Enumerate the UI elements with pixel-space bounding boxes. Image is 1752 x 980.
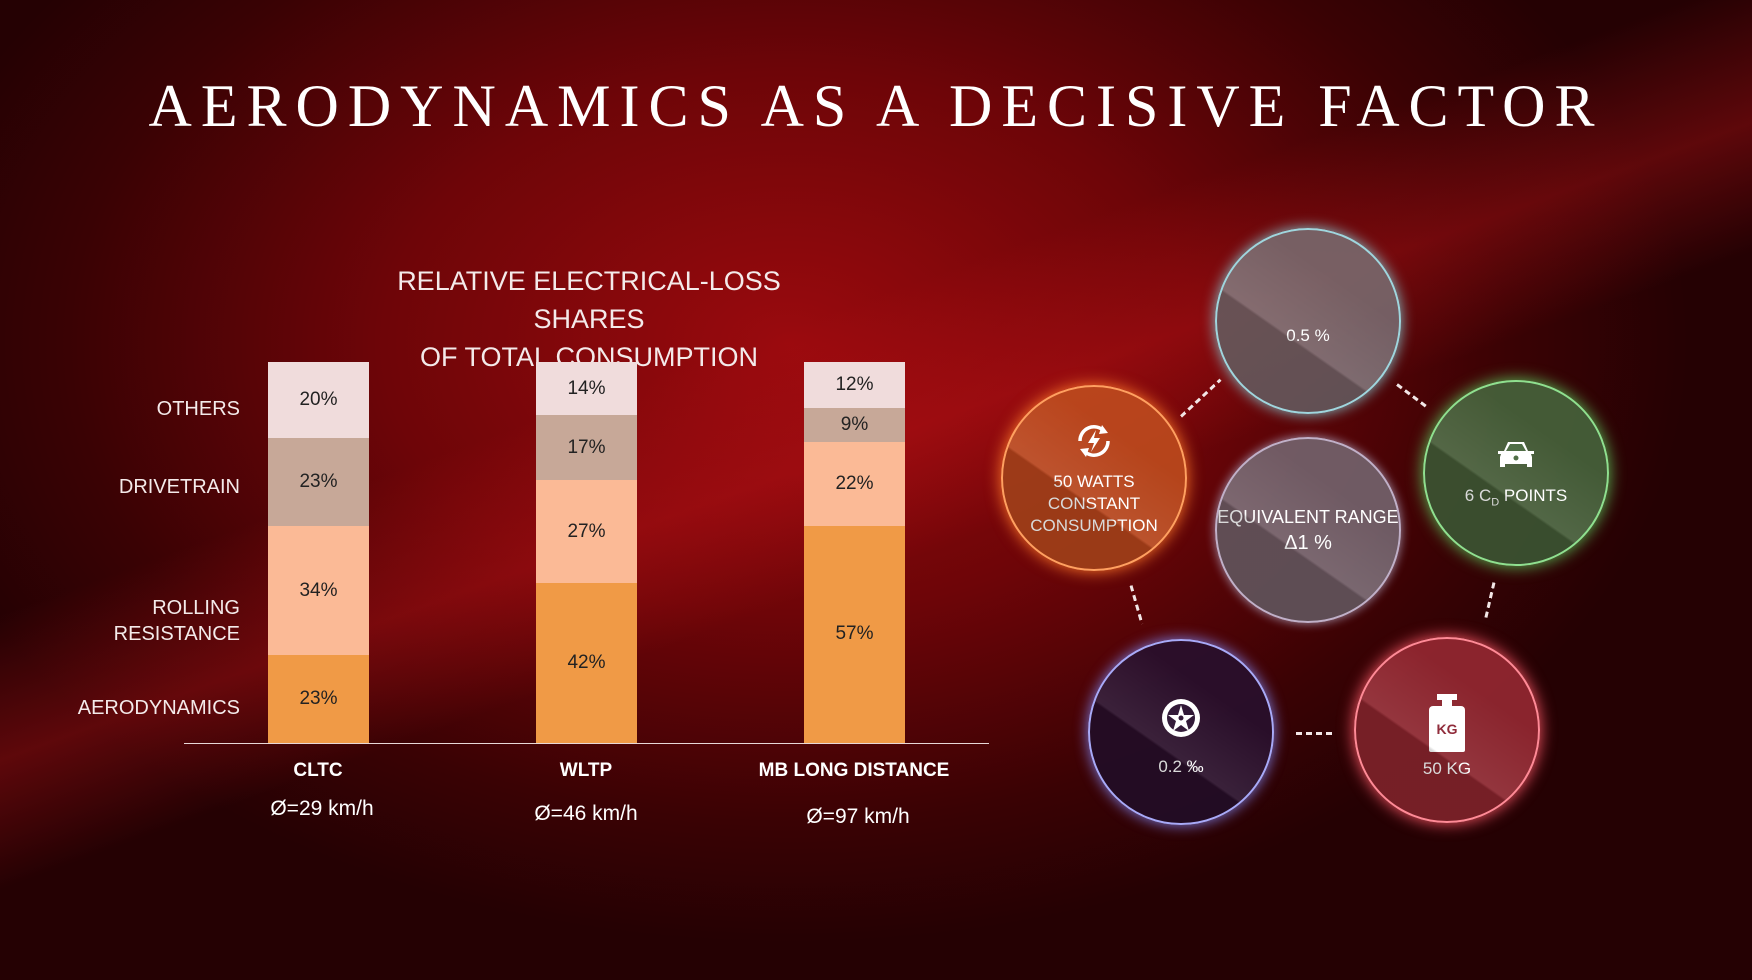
bar-segment-aerodynamics: 42% xyxy=(536,582,637,743)
circle-right-text: 6 CD POINTS xyxy=(1465,485,1567,513)
bar-value-label: 42% xyxy=(567,651,606,673)
bar-value-label: 17% xyxy=(567,436,606,458)
cd-suffix: POINTS xyxy=(1499,485,1568,505)
x-axis-line xyxy=(184,743,989,744)
circle-left-line-2: CONSTANT xyxy=(1047,494,1141,513)
car-icon xyxy=(1498,441,1534,467)
bar-segment-rolling-resistance: 27% xyxy=(536,480,637,583)
bar-value-label: 34% xyxy=(299,579,338,601)
bar-value-label: 12% xyxy=(835,373,874,395)
bar-segment-drivetrain: 9% xyxy=(804,407,905,442)
row-label-others: OTHERS xyxy=(156,398,240,420)
circle-top: 0.5 % xyxy=(1215,228,1401,414)
wheel-icon xyxy=(1162,699,1200,737)
bar-segment-drivetrain: 17% xyxy=(536,415,637,481)
circle-bottom-left: 0.2 ‰ xyxy=(1088,639,1274,825)
circle-left-line-1: 50 WATTS xyxy=(1053,472,1135,491)
cd-subscript: D xyxy=(1491,496,1500,509)
bar-segment-drivetrain: 23% xyxy=(268,438,369,526)
category-label-cltc: CLTC xyxy=(293,760,343,781)
circle-bottom-left-text: 0.2 ‰ xyxy=(1158,757,1204,776)
bar-segment-aerodynamics: 57% xyxy=(804,525,905,743)
weight-icon: KG xyxy=(1429,694,1465,752)
bar-value-label: 14% xyxy=(567,377,606,399)
circle-center-line-2: Δ1 % xyxy=(1284,532,1332,554)
circle-left-line-3: CONSUMPTION xyxy=(1030,516,1158,535)
bar-segment-others: 20% xyxy=(268,362,369,439)
bar-segment-rolling-resistance: 22% xyxy=(804,442,905,526)
category-label-mb-long-distance: MB LONG DISTANCE xyxy=(758,760,950,781)
circle-bottom-right: KG 50 KG xyxy=(1354,637,1540,823)
bar-value-label: 22% xyxy=(835,472,874,494)
speed-label-wltp: Ø=46 km/h xyxy=(534,802,638,825)
bar-value-label: 57% xyxy=(835,623,874,645)
bar-value-label: 27% xyxy=(567,520,606,542)
row-label-rolling-line-1: ROLLING xyxy=(152,597,240,619)
row-label-drivetrain: DRIVETRAIN xyxy=(118,476,240,498)
bar-value-label: 9% xyxy=(840,413,869,435)
category-label-wltp: WLTP xyxy=(559,760,613,781)
weight-icon-label: KG xyxy=(1429,706,1465,752)
cd-prefix: 6 C xyxy=(1464,485,1492,505)
circle-left: 50 WATTS CONSTANT CONSUMPTION xyxy=(1001,385,1187,571)
chart-title: RELATIVE ELECTRICAL-LOSS SHARES OF TOTAL… xyxy=(389,262,789,376)
row-label-rolling-line-2: RESISTANCE xyxy=(113,623,240,645)
circle-center-line-1: EQUIVALENT RANGE xyxy=(1217,507,1399,527)
energy-recycle-icon xyxy=(1078,425,1110,457)
row-label-rolling-resistance: ROLLING RESISTANCE xyxy=(114,595,240,647)
bar-segment-others: 14% xyxy=(536,362,637,416)
bar-segment-aerodynamics: 23% xyxy=(268,655,369,743)
circle-right: 6 CD POINTS xyxy=(1423,380,1609,566)
chart-title-line-1: RELATIVE ELECTRICAL-LOSS SHARES xyxy=(397,266,781,334)
connector-dash xyxy=(1296,732,1332,735)
circle-center: EQUIVALENT RANGE Δ1 % xyxy=(1215,437,1401,623)
speed-label-cltc: Ø=29 km/h xyxy=(270,797,374,820)
bar-value-label: 20% xyxy=(299,389,338,411)
page-title: AERODYNAMICS AS A DECISIVE FACTOR xyxy=(148,73,1604,139)
bar-value-label: 23% xyxy=(299,688,338,710)
circle-bottom-right-text: 50 KG xyxy=(1422,759,1472,778)
speed-label-mb-long-distance: Ø=97 km/h xyxy=(806,805,910,828)
row-label-aerodynamics: AERODYNAMICS xyxy=(77,697,240,719)
bar-segment-rolling-resistance: 34% xyxy=(268,525,369,656)
bar-segment-others: 12% xyxy=(804,362,905,408)
circle-top-text: 0.5 % xyxy=(1286,326,1330,345)
bar-value-label: 23% xyxy=(299,471,338,492)
